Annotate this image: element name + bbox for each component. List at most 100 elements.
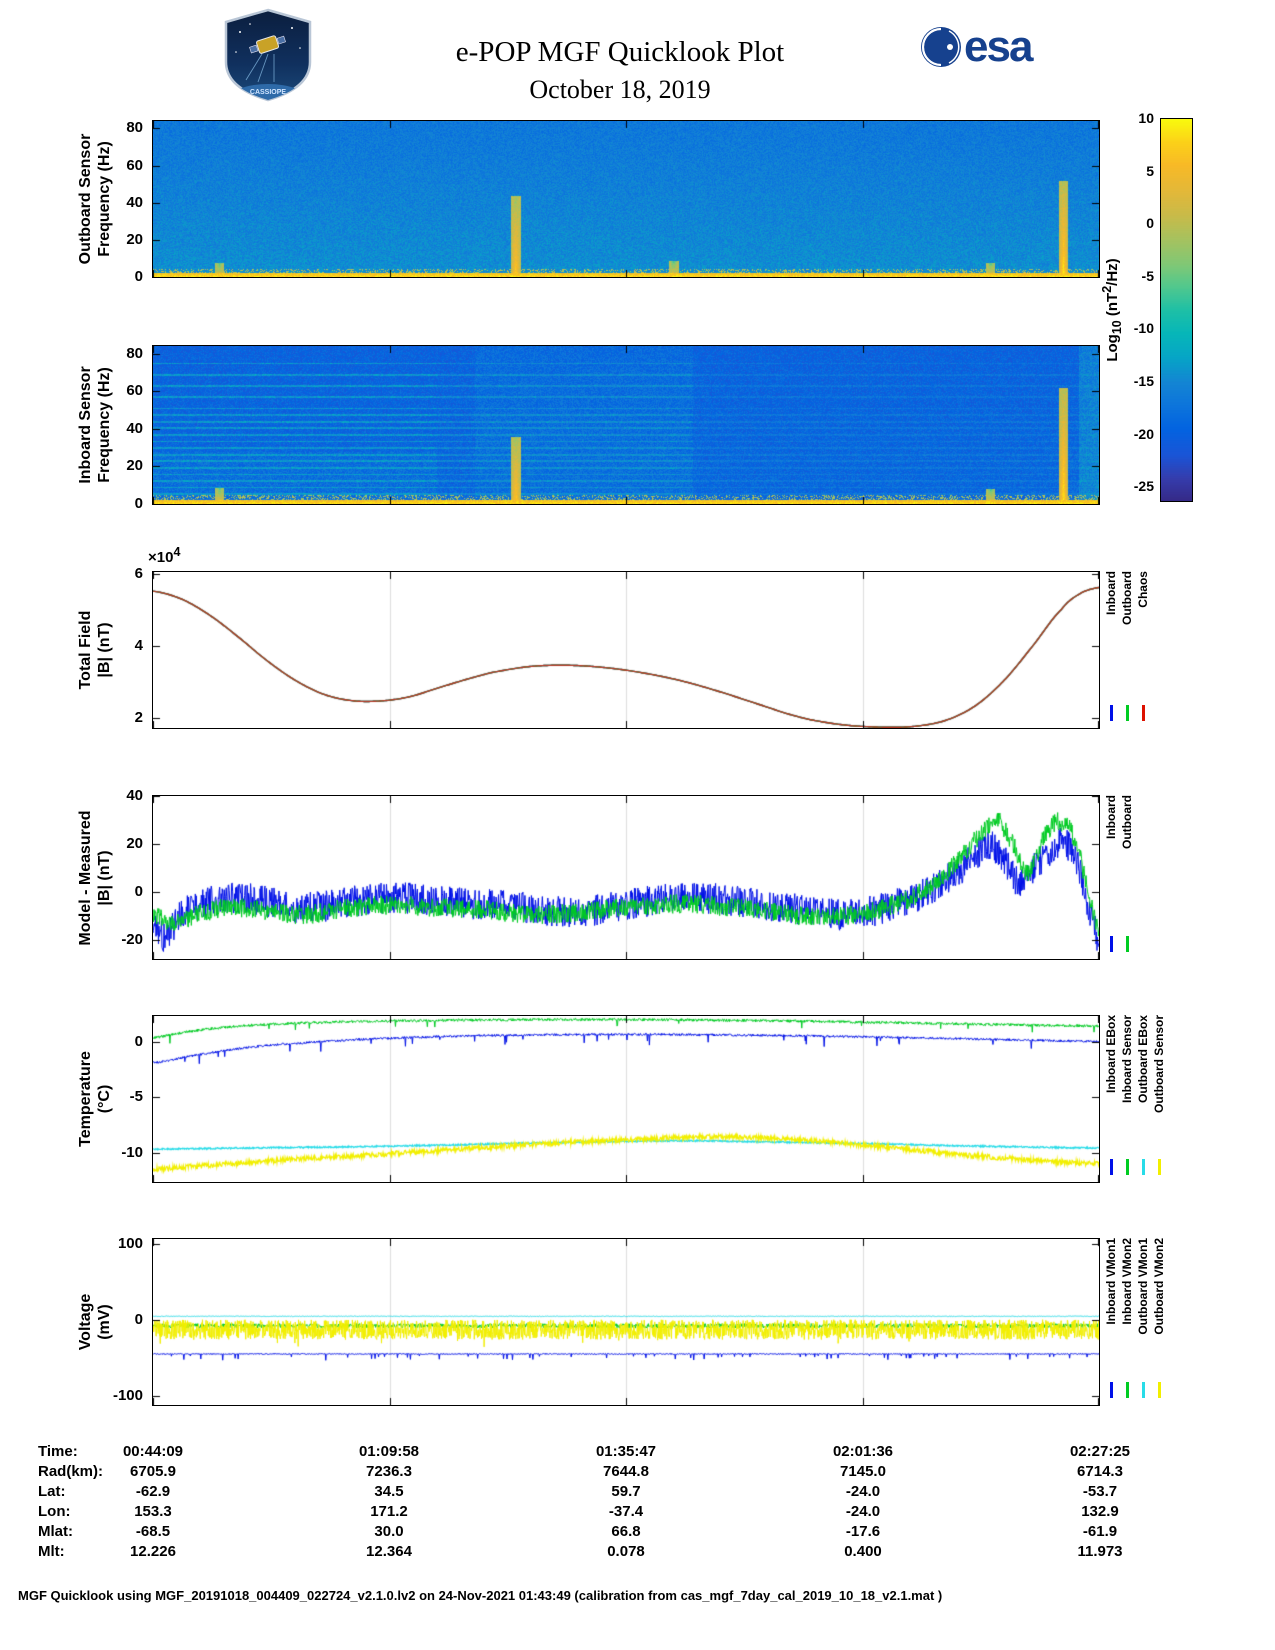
- colorbar-tick-label: -15: [1133, 373, 1154, 389]
- y-tick-label: 0: [134, 1032, 143, 1050]
- legend: Inboard Outboard: [1103, 795, 1135, 960]
- y-tick-label: 40: [126, 193, 143, 211]
- plot-area: [152, 345, 1100, 505]
- voltage-canvas: [153, 1239, 1099, 1405]
- total-field-panel: ×104 Total Field |B| (nT) Inboard Outboard…: [0, 545, 1275, 729]
- legend-entry: Inboard VMon2: [1119, 1238, 1135, 1406]
- legend-dash: [1141, 705, 1145, 721]
- table-row-label: Rad(km):: [38, 1463, 104, 1480]
- colorbar-tick-label: 10: [1138, 110, 1154, 126]
- table-cell: 0.400: [844, 1543, 882, 1560]
- plot-area: [152, 1015, 1100, 1183]
- plot-area: [152, 571, 1100, 729]
- table-cell: 7644.8: [603, 1463, 649, 1480]
- page-date: October 18, 2019: [529, 75, 711, 104]
- y-tick-label: 0: [134, 495, 143, 512]
- colorbar-tick-label: -10: [1133, 320, 1154, 337]
- legend-dash: [1157, 1159, 1161, 1175]
- table-cell: 34.5: [374, 1483, 404, 1500]
- legend-label: Outboard: [1120, 795, 1134, 849]
- model-minus-measured-canvas: [153, 796, 1099, 959]
- y-tick-label: 2: [134, 708, 143, 726]
- outboard-spectrogram-canvas: [153, 121, 1099, 277]
- y-tick-label: 0: [134, 268, 143, 285]
- legend-dash: [1157, 1382, 1161, 1398]
- legend-label: Inboard: [1104, 795, 1118, 839]
- y-tick-label: -10: [121, 1144, 143, 1162]
- legend-dash: [1141, 1159, 1145, 1175]
- y-tick-label: 6: [134, 564, 143, 582]
- legend-label: Outboard VMon2: [1152, 1238, 1166, 1335]
- colorbar-tick-label: -25: [1133, 478, 1154, 495]
- esa-logo: esa: [920, 25, 1033, 69]
- legend-label: Outboard VMon1: [1136, 1238, 1150, 1335]
- y-tick-label: 80: [126, 119, 143, 137]
- legend: Inboard EBox Inboard Sensor Outboard EBox O…: [1103, 1015, 1167, 1183]
- y-tick-label: 40: [126, 419, 143, 437]
- y-tick-label: 4: [134, 636, 143, 654]
- y-axis-label: Model - Measured |B| (nT): [77, 809, 113, 946]
- table-cell: 132.9: [1081, 1503, 1119, 1520]
- y-tick-label: -100: [112, 1386, 143, 1404]
- legend-entry: Outboard VMon2: [1151, 1238, 1167, 1406]
- legend-label: Outboard EBox: [1136, 1015, 1150, 1104]
- inboard-spectrogram-canvas: [153, 346, 1099, 504]
- legend-dash: [1141, 1382, 1145, 1398]
- model-minus-measured-panel: Model - Measured |B| (nT) Inboard Outboard…: [0, 787, 1275, 960]
- voltage-panel: Voltage (mV) Inboard VMon1 Inboard VMon2 Ou…: [0, 1234, 1275, 1406]
- table-cell: 00:44:09: [122, 1443, 184, 1460]
- table-row-label: Mlat:: [38, 1523, 73, 1540]
- legend-label: Inboard: [1104, 571, 1118, 615]
- esa-emblem-icon: [921, 27, 961, 67]
- y-axis-exponent-label: ×104: [148, 545, 181, 566]
- colorbar-tick-label: -5: [1141, 267, 1154, 284]
- legend-label: Inboard EBox: [1104, 1015, 1118, 1094]
- table-cell: 30.0: [374, 1523, 404, 1540]
- legend-entry: Inboard: [1103, 571, 1119, 729]
- legend-dash: [1125, 705, 1129, 721]
- legend-label: Chaos: [1136, 571, 1150, 608]
- table-cell: -62.9: [135, 1483, 171, 1500]
- outboard-spectrogram-panel: Outboard Sensor Frequency (Hz) 0 20 40 60 80: [0, 119, 1275, 285]
- legend: Inboard VMon1 Inboard VMon2 Outboard VMon1…: [1103, 1238, 1167, 1406]
- table-cell: -61.9: [1082, 1523, 1118, 1540]
- satellite-icon: [249, 35, 286, 54]
- colorbar-tick-label: -20: [1133, 425, 1154, 442]
- legend-dash: [1109, 1159, 1113, 1175]
- titles: e-POP MGF Quicklook Plot October 18, 201…: [300, 36, 940, 105]
- colorbar-label: Log10 (nT2/Hz): [1100, 258, 1124, 362]
- y-tick-label: 100: [117, 1234, 143, 1252]
- legend-entry: Outboard: [1119, 571, 1135, 729]
- table-row-label: Lat:: [38, 1483, 66, 1500]
- table-cell: 02:01:36: [832, 1443, 894, 1460]
- y-tick-label: 0: [134, 1310, 143, 1328]
- table-cell: 11.973: [1077, 1543, 1123, 1560]
- legend-label: Outboard Sensor: [1152, 1015, 1166, 1114]
- table-row-label: Lon:: [38, 1503, 71, 1520]
- y-tick-label: 20: [126, 834, 143, 852]
- table-row-label: Time:: [38, 1443, 78, 1460]
- inboard-spectrogram-panel: Inboard Sensor Frequency (Hz) 0 20 40 60 80: [0, 345, 1275, 512]
- y-tick-label: 60: [126, 382, 143, 400]
- legend-entry: Inboard VMon1: [1103, 1238, 1119, 1406]
- legend-entry: Outboard VMon1: [1135, 1238, 1151, 1406]
- table-cell: -17.6: [845, 1523, 881, 1540]
- page-title: e-POP MGF Quicklook Plot: [455, 36, 785, 68]
- plot-area: [152, 795, 1100, 960]
- legend-dash: [1125, 1382, 1129, 1398]
- legend-label: Outboard: [1120, 571, 1134, 625]
- table-cell: -24.0: [845, 1483, 881, 1500]
- cassiope-mission-patch: CASSIOPE: [224, 8, 312, 102]
- y-tick-label: -5: [129, 1088, 143, 1106]
- plot-area: [152, 120, 1100, 278]
- legend-entry: Outboard EBox: [1135, 1015, 1151, 1183]
- table-cell: -68.5: [135, 1523, 171, 1540]
- table-cell: 59.7: [611, 1483, 641, 1500]
- legend-entry: Inboard Sensor: [1119, 1015, 1135, 1183]
- colorbar: [1160, 118, 1193, 502]
- table-cell: 6714.3: [1077, 1463, 1123, 1480]
- legend-entry: Inboard EBox: [1103, 1015, 1119, 1183]
- y-tick-label: -20: [121, 930, 143, 948]
- legend-dash: [1109, 936, 1113, 952]
- table-cell: 153.3: [134, 1503, 172, 1520]
